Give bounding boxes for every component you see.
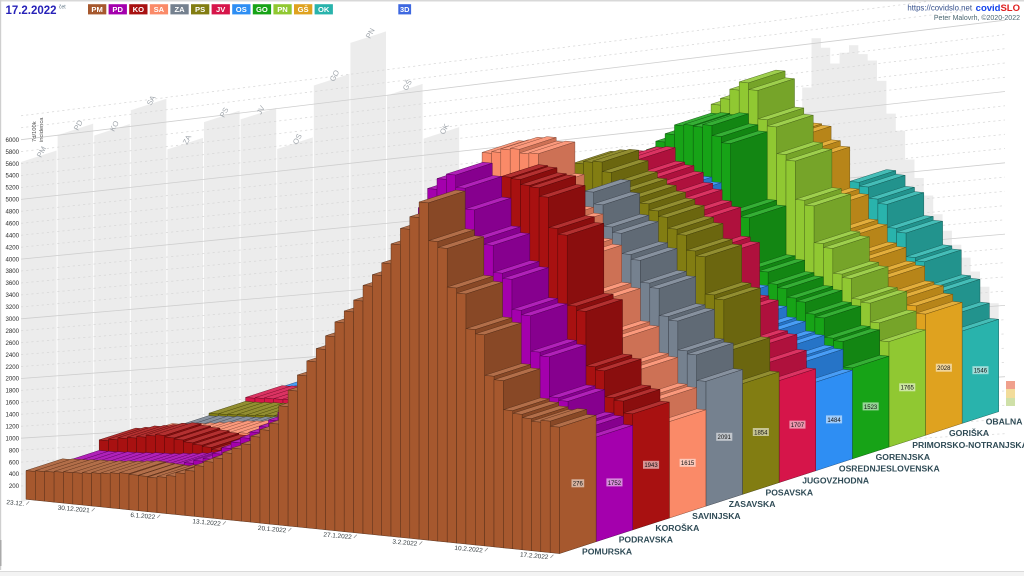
svg-text:Peter Malovrh, ©2020-2022: Peter Malovrh, ©2020-2022 bbox=[934, 14, 1020, 22]
svg-text:4400: 4400 bbox=[5, 232, 19, 239]
svg-text:3000: 3000 bbox=[5, 316, 19, 323]
svg-text:SA: SA bbox=[154, 5, 165, 14]
svg-text:30.12.2021: 30.12.2021 bbox=[57, 505, 90, 515]
svg-text:3D: 3D bbox=[400, 5, 410, 14]
svg-text:covidSLO: covidSLO bbox=[976, 3, 1020, 14]
svg-text:GORIŠKA: GORIŠKA bbox=[949, 427, 989, 438]
svg-text:čet: čet bbox=[59, 5, 66, 11]
svg-text:1800: 1800 bbox=[5, 388, 19, 395]
svg-text:5800: 5800 bbox=[5, 149, 19, 156]
svg-text:20.1.2022: 20.1.2022 bbox=[258, 525, 287, 535]
svg-text:2091: 2091 bbox=[718, 435, 732, 441]
svg-text:3400: 3400 bbox=[5, 292, 19, 299]
svg-text:1000: 1000 bbox=[5, 435, 19, 442]
svg-text:PODRAVSKA: PODRAVSKA bbox=[619, 535, 673, 545]
svg-text:1765: 1765 bbox=[901, 386, 915, 392]
svg-text:POMURSKA: POMURSKA bbox=[582, 547, 632, 557]
svg-text:ZA: ZA bbox=[174, 5, 185, 14]
svg-text:PD: PD bbox=[112, 5, 123, 14]
svg-text:1484: 1484 bbox=[827, 418, 841, 424]
svg-text:4000: 4000 bbox=[5, 256, 19, 263]
svg-text:5600: 5600 bbox=[5, 161, 19, 168]
svg-text:10.2.2022: 10.2.2022 bbox=[454, 545, 483, 555]
svg-text:PN: PN bbox=[364, 27, 377, 40]
svg-text:200: 200 bbox=[9, 483, 20, 490]
svg-text:1752: 1752 bbox=[608, 481, 622, 487]
svg-text:OS: OS bbox=[236, 5, 247, 14]
svg-text:1200: 1200 bbox=[5, 424, 19, 431]
svg-text:2028: 2028 bbox=[937, 366, 951, 372]
svg-text:3.2.2022: 3.2.2022 bbox=[392, 539, 418, 548]
svg-text:2600: 2600 bbox=[5, 340, 19, 347]
svg-text:800: 800 bbox=[9, 447, 20, 454]
svg-text:PS: PS bbox=[195, 5, 205, 14]
svg-text:1523: 1523 bbox=[864, 405, 878, 411]
svg-text:13.1.2022: 13.1.2022 bbox=[192, 518, 221, 528]
svg-text:PN: PN bbox=[277, 5, 288, 14]
svg-text:4200: 4200 bbox=[5, 244, 19, 251]
svg-text:GŠ: GŠ bbox=[298, 5, 309, 14]
svg-text:3200: 3200 bbox=[5, 304, 19, 311]
svg-text:2400: 2400 bbox=[5, 352, 19, 359]
svg-text:OBALNA: OBALNA bbox=[986, 416, 1023, 426]
svg-text:17.2.2022: 17.2.2022 bbox=[6, 3, 57, 17]
svg-text:SA: SA bbox=[145, 94, 158, 107]
svg-text:GORENJSKA: GORENJSKA bbox=[876, 452, 930, 462]
svg-text:OS: OS bbox=[291, 132, 304, 146]
svg-text:1600: 1600 bbox=[5, 400, 19, 407]
svg-text:GO: GO bbox=[256, 5, 268, 14]
svg-text:2800: 2800 bbox=[5, 328, 19, 335]
svg-text:KOROŠKA: KOROŠKA bbox=[655, 522, 699, 533]
svg-text:23.12.: 23.12. bbox=[6, 499, 25, 508]
svg-text:2000: 2000 bbox=[5, 376, 19, 383]
svg-text:400: 400 bbox=[9, 471, 20, 478]
svg-text:incidenca: incidenca bbox=[39, 117, 45, 142]
svg-text:JUGOVZHODNA: JUGOVZHODNA bbox=[802, 476, 869, 486]
svg-text:4800: 4800 bbox=[5, 209, 19, 216]
svg-text:JV: JV bbox=[216, 5, 226, 14]
svg-text:1854: 1854 bbox=[754, 430, 768, 436]
svg-text:POSAVSKA: POSAVSKA bbox=[766, 487, 814, 497]
svg-text:17.2.2022: 17.2.2022 bbox=[520, 552, 549, 562]
svg-text:ZASAVSKA: ZASAVSKA bbox=[729, 499, 776, 509]
svg-text:https://covidslo.net: https://covidslo.net bbox=[907, 4, 972, 13]
svg-text:1615: 1615 bbox=[681, 461, 695, 467]
svg-text:5200: 5200 bbox=[5, 185, 19, 192]
svg-text:PM: PM bbox=[91, 5, 102, 14]
svg-text:GŠ: GŠ bbox=[401, 78, 414, 92]
svg-text:3800: 3800 bbox=[5, 268, 19, 275]
svg-text:JV: JV bbox=[255, 104, 267, 116]
svg-text:1943: 1943 bbox=[644, 463, 658, 469]
svg-text:OK: OK bbox=[438, 122, 451, 136]
svg-text:OSREDNJESLOVENSKA: OSREDNJESLOVENSKA bbox=[839, 464, 940, 474]
svg-text:PRIMORSKO-NOTRANJSKA: PRIMORSKO-NOTRANJSKA bbox=[912, 440, 1024, 450]
svg-text:1707: 1707 bbox=[791, 423, 805, 429]
svg-text:ZA: ZA bbox=[181, 133, 193, 146]
svg-text:SAVINJSKA: SAVINJSKA bbox=[692, 511, 741, 521]
svg-text:600: 600 bbox=[9, 459, 20, 466]
svg-text:KO: KO bbox=[133, 5, 144, 14]
svg-text:6.1.2022: 6.1.2022 bbox=[130, 512, 156, 521]
svg-text:1400: 1400 bbox=[5, 412, 19, 419]
svg-text:7d/100k: 7d/100k bbox=[32, 121, 38, 142]
svg-text:3600: 3600 bbox=[5, 280, 19, 287]
svg-text:4600: 4600 bbox=[5, 221, 19, 228]
svg-text:PS: PS bbox=[218, 106, 231, 119]
svg-text:6000: 6000 bbox=[5, 137, 19, 144]
svg-text:276: 276 bbox=[573, 482, 584, 488]
svg-text:OK: OK bbox=[318, 5, 330, 14]
svg-text:5400: 5400 bbox=[5, 173, 19, 180]
svg-text:5000: 5000 bbox=[5, 197, 19, 204]
svg-text:27.1.2022: 27.1.2022 bbox=[323, 532, 352, 542]
svg-text:2200: 2200 bbox=[5, 364, 19, 371]
svg-text:1546: 1546 bbox=[974, 369, 988, 375]
